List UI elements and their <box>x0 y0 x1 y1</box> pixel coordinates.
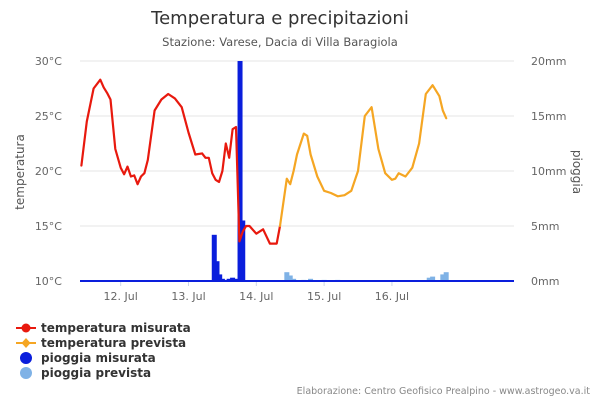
legend-item-temperatura-misurata[interactable]: temperatura misurata <box>16 321 191 335</box>
legend-item-pioggia-prevista[interactable]: pioggia prevista <box>20 366 151 380</box>
rain-bar <box>230 277 236 281</box>
legend-item-temperatura-prevista[interactable]: temperatura prevista <box>16 336 186 350</box>
rain-bar <box>426 277 432 281</box>
y-right-tick-label: 15mm <box>531 110 566 123</box>
y-right-tick-label: 0mm <box>531 275 559 288</box>
chart-title: Temperatura e precipitazioni <box>150 8 409 29</box>
rain-bar <box>443 272 449 281</box>
y-right-tick-label: 20mm <box>531 55 566 68</box>
temperature-lines <box>80 78 448 245</box>
legend-circle-marker-icon <box>21 323 31 333</box>
x-tick-label: 13. Jul <box>171 290 205 303</box>
y-left-tick-label: 20°C <box>35 165 62 178</box>
x-tick-label: 14. Jul <box>239 290 273 303</box>
rain-bar <box>217 274 223 281</box>
y-left-tick-label: 15°C <box>35 220 62 233</box>
rain-bar <box>284 272 290 281</box>
y-right-tick-label: 10mm <box>531 165 566 178</box>
rain-bar <box>211 234 217 281</box>
chart-credits[interactable]: Elaborazione: Centro Geofisico Prealpino… <box>297 386 591 397</box>
x-tick-label: 15. Jul <box>307 290 341 303</box>
rain-bar <box>308 278 314 281</box>
y-axis-left-title: temperatura <box>13 134 27 210</box>
y-axis-right-title: pioggia <box>570 150 584 194</box>
rain-bar <box>219 278 225 281</box>
legend-label: pioggia prevista <box>41 366 151 380</box>
legend-label: pioggia misurata <box>41 351 156 365</box>
x-axis-ticks: 12. Jul 13. Jul 14. Jul 15. Jul 16. Jul <box>104 281 409 303</box>
rain-bar <box>226 278 232 281</box>
legend-item-pioggia-misurata[interactable]: pioggia misurata <box>20 351 156 365</box>
temperature-line <box>278 84 448 228</box>
y-axis-left-ticks: 10°C 15°C 20°C 25°C 30°C <box>35 55 62 288</box>
legend-label: temperatura prevista <box>41 336 186 350</box>
y-left-tick-label: 25°C <box>35 110 62 123</box>
legend-circle-icon <box>20 367 32 379</box>
rain-bar <box>287 275 293 281</box>
x-tick-label: 12. Jul <box>104 290 138 303</box>
legend-label: temperatura misurata <box>41 321 191 335</box>
rain-bar <box>214 261 220 281</box>
rain-bar <box>440 274 446 281</box>
chart-subtitle: Stazione: Varese, Dacia di Villa Baragio… <box>162 35 398 49</box>
x-tick-label: 16. Jul <box>375 290 409 303</box>
y-left-tick-label: 30°C <box>35 55 62 68</box>
rain-bar <box>234 278 240 281</box>
legend-circle-icon <box>20 352 32 364</box>
y-axis-right-ticks: 0mm 5mm 10mm 15mm 20mm <box>531 55 566 288</box>
y-right-tick-label: 5mm <box>531 220 559 233</box>
legend-diamond-marker-icon <box>21 338 31 348</box>
rain-bar <box>291 278 297 281</box>
temperature-line <box>80 78 282 245</box>
legend: temperatura misurata temperatura previst… <box>16 321 191 380</box>
rain-bars <box>211 61 449 281</box>
y-left-tick-label: 10°C <box>35 275 62 288</box>
rain-bar <box>240 220 246 281</box>
rain-bar <box>430 276 436 281</box>
rain-bar <box>237 61 243 281</box>
